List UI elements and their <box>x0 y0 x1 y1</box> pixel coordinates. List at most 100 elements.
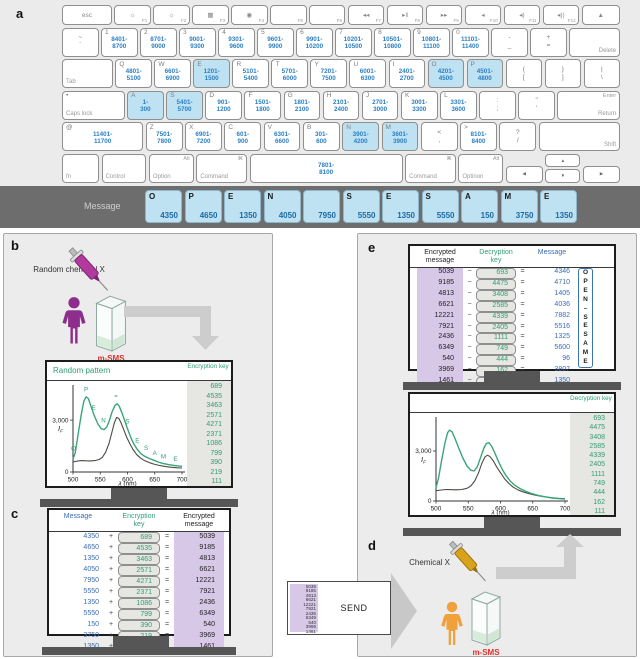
panel-d-label: d <box>368 538 376 553</box>
keyboard-row: esc F1 ☼ F2 ☼ F3 ▦ F4 ◉ F5 F6 F7 ◂◂ F8 ▸‖ F9 ▸▸ F10 ◂ F11 ◂)… <box>62 5 620 25</box>
svg-text:E: E <box>173 456 177 463</box>
random-chemical-x-label: Random chemical X <box>33 265 105 274</box>
table-header: Encrypted message Decryption key Message <box>417 246 614 267</box>
key-control: Control <box>101 153 147 183</box>
decoded-message-letters: O P E N – S E S A M E <box>578 268 593 368</box>
keyboard-row: Tab Q 4801- 5100 W 6601- 6900 E 1201- 1500 R 5101- 5… <box>62 59 621 88</box>
svg-text:0: 0 <box>65 469 69 476</box>
message-key-M: M 3750 <box>500 190 538 223</box>
decoded-letter: A <box>583 340 588 348</box>
key-option-left: Alt Option <box>148 153 194 183</box>
key-value: 2585 <box>589 442 605 450</box>
message-key-N: N 4050 <box>263 190 301 223</box>
key-f9-fast-forward: F9 ▸▸ <box>425 5 463 25</box>
svg-text:IF: IF <box>421 455 427 466</box>
key-enter: Enter Return <box>557 90 621 120</box>
keyboard-row: • Caps lock A 1- 300 S 5401- 5700 D 901- 1200 F 1501… <box>62 90 621 120</box>
svg-text:λ (nm): λ (nm) <box>117 481 136 488</box>
svg-text:=: = <box>114 393 118 400</box>
key-command-right: ⌘ Command <box>405 153 456 183</box>
encryption-key-column: 689 4535 3463 2571 4271 2371 1086 799 390 219 111 <box>187 381 231 486</box>
key-6: 6 9901- 10200 <box>296 27 333 57</box>
svg-text:550: 550 <box>463 506 474 513</box>
key-s: S 5401- 5700 <box>166 90 203 120</box>
table-header: Message Encryption key Encrypted message <box>52 510 229 531</box>
key-j: J 2701- 3000 <box>361 90 399 120</box>
svg-text:500: 500 <box>431 506 442 513</box>
key-backslash: | \ <box>583 59 621 88</box>
panel-a-label: a <box>16 6 24 21</box>
keyboard: esc F1 ☼ F2 ☼ F3 ▦ F4 ◉ F5 F6 F7 ◂◂ F8 ▸‖ F9 ▸▸ F10 ◂ F11 ◂)… <box>62 5 621 185</box>
decryption-table-rows: 5039−693 = 4346 9185−4475 = 4710 4813−3408 = 140… <box>417 268 575 388</box>
key-value: 4339 <box>589 452 605 460</box>
svg-text:S: S <box>144 445 148 452</box>
key-9: 9 10801- 11100 <box>413 27 450 57</box>
key-arrow-left: ◀ <box>505 165 543 183</box>
key-f2-brightness-up: F2 ☼ <box>153 5 190 25</box>
svg-text:600: 600 <box>495 506 506 513</box>
key-z: Z 7501- 7800 <box>145 122 183 151</box>
key-fn: fn <box>62 153 100 183</box>
keyboard-row: @11401- 11700 Z 7501- 7800 X 6901- 7200 C 601- 900… <box>62 122 620 151</box>
key-a: A 1- 300 <box>127 90 164 120</box>
svg-text:3,000: 3,000 <box>415 448 432 455</box>
decoded-letter: M <box>582 349 589 357</box>
decoded-letter: S <box>583 313 588 321</box>
key-shift-left: @11401- 11700 <box>62 122 144 151</box>
key-d: D 901- 1200 <box>205 90 242 120</box>
send-value: 12221 <box>303 601 316 607</box>
decoded-letter: O <box>582 269 589 276</box>
send-value: 4813 <box>305 592 316 598</box>
key-f6: F6 <box>309 5 346 25</box>
key-u: U 6001- 6300 <box>349 59 386 88</box>
svg-text:N: N <box>101 418 105 425</box>
key-h: H 2101- 2400 <box>322 90 360 120</box>
svg-text:500: 500 <box>68 477 79 484</box>
person-icon-receiver <box>438 600 466 648</box>
panel-c-label: c <box>11 506 19 521</box>
message-key-A: A 150 <box>461 190 498 223</box>
send-value: 3969 <box>305 624 316 630</box>
message-keys: O 4350 P 4650 E 1350 N 4050 7950 S 5550 E 1350 S 5550 A… <box>145 190 577 223</box>
key-value: 689 <box>210 383 222 390</box>
key-t: T 5701- 6000 <box>271 59 308 88</box>
panel-e-label: e <box>368 240 376 255</box>
panel-b-c: b Random chemical X m-SMS Random pattern… <box>3 233 273 657</box>
key-m: M 3601- 3900 <box>381 122 419 151</box>
key-space: 7801- 8100 <box>249 153 403 183</box>
col-encryption-key: Encryption key <box>122 513 156 528</box>
monitor-decryption-spectrum: Decryption key 500 550 600 650 700 0 3,0… <box>408 392 616 517</box>
message-key-E: E 1350 <box>224 190 261 223</box>
spectrum-chart-encryption: 500 550 600 650 700 0 3,000 IF λ (nm) O P E N =… <box>47 381 188 492</box>
key-value: 2371 <box>206 430 222 438</box>
key-1: 1 8401- 8700 <box>101 27 138 57</box>
monitor-header: Decryption key <box>410 394 614 413</box>
random-pattern-title: Random pattern <box>53 366 111 375</box>
svg-text:600: 600 <box>122 477 133 484</box>
key-bracket-left: {[ <box>505 59 543 88</box>
svg-text:S: S <box>125 419 129 426</box>
key-2: 2 8701- 9000 <box>140 27 177 57</box>
key-f7-rewind: F7 ◂◂ <box>347 5 385 25</box>
key-value: 390 <box>210 459 222 466</box>
key-0: 0 11101- 11400 <box>452 27 489 57</box>
key-arrow-up: ▲ <box>545 153 581 168</box>
key-3: 3 9001- 9300 <box>179 27 216 57</box>
keyboard-row: ~ ` 1 8401- 8700 2 8701- 9000 3 9001- 9300 4 9301- 96… <box>62 27 621 57</box>
monitor-stand <box>113 636 169 647</box>
svg-text:E: E <box>92 405 96 412</box>
key-q: Q 4801- 5100 <box>115 59 152 88</box>
key-x: X 6901- 7200 <box>185 122 222 151</box>
monitor-stand-base <box>403 382 621 390</box>
key-r: R 5101- 5400 <box>232 59 269 88</box>
syringe-icon <box>64 240 116 300</box>
key-c: C 601- 900 <box>224 122 262 151</box>
key-n: N 3901- 4200 <box>342 122 380 151</box>
col-message: Message <box>63 513 93 520</box>
cuvette-icon <box>92 290 130 354</box>
key-value: 749 <box>593 480 605 488</box>
send-value: 2436 <box>305 610 316 616</box>
send-box: 5039 9185 4813 6621 12221 7921 2436 6349 540 3969… <box>287 581 391 635</box>
key-f8-play-pause: F8 ▸‖ <box>386 5 424 25</box>
spectrum-chart-decryption: 500 550 600 650 700 0 3,000 IF λ (nm) <box>410 413 571 521</box>
